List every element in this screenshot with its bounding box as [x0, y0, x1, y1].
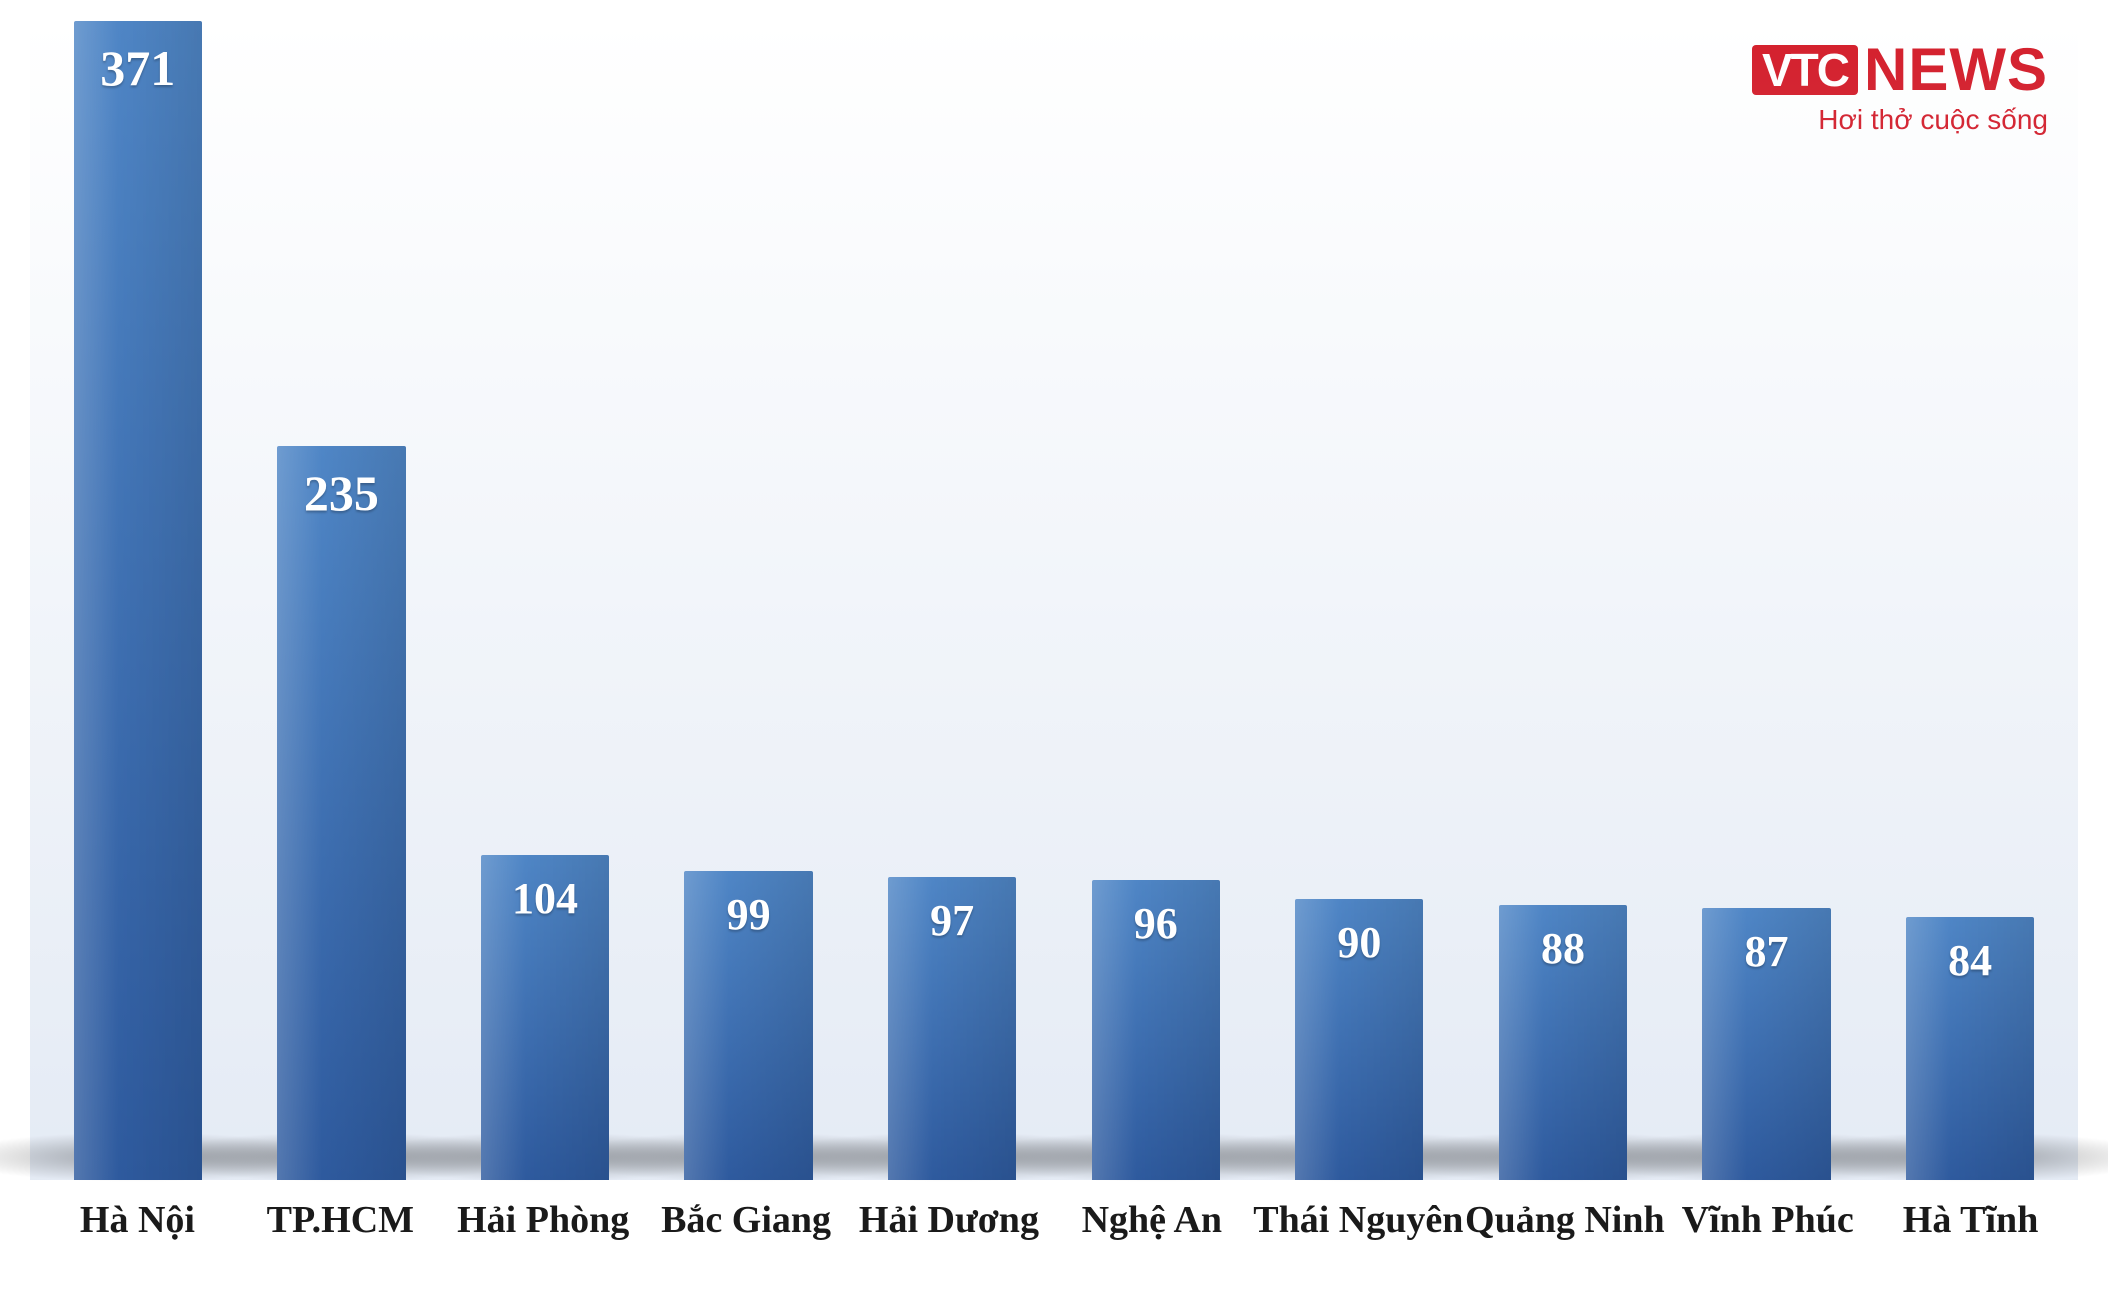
bar: 96 — [1092, 880, 1220, 1180]
bar-slot: 99 — [647, 20, 851, 1180]
bar: 84 — [1906, 917, 2034, 1180]
bar: 371 — [74, 21, 202, 1180]
chart-container: VTC NEWS Hơi thở cuộc sống 3712351049997… — [0, 0, 2108, 1302]
bar-value-label: 87 — [1702, 926, 1830, 977]
x-tick-label: Bắc Giang — [645, 1198, 848, 1242]
x-tick-label: Hà Tĩnh — [1869, 1198, 2072, 1242]
bar-value-label: 99 — [684, 889, 812, 940]
bar-value-label: 371 — [74, 39, 202, 97]
bar: 88 — [1499, 905, 1627, 1180]
bar-slot: 88 — [1461, 20, 1665, 1180]
bar-slot: 96 — [1054, 20, 1258, 1180]
bar-value-label: 84 — [1906, 935, 2034, 986]
x-axis: Hà NộiTP.HCMHải PhòngBắc GiangHải DươngN… — [30, 1180, 2078, 1242]
bar-slot: 371 — [36, 20, 240, 1180]
x-tick-label: Hà Nội — [36, 1198, 239, 1242]
x-tick-label: Quảng Ninh — [1463, 1198, 1666, 1242]
bar: 90 — [1295, 899, 1423, 1180]
bar: 97 — [888, 877, 1016, 1180]
bar-slot: 97 — [850, 20, 1054, 1180]
bar-value-label: 90 — [1295, 917, 1423, 968]
x-tick-label: Hải Phòng — [442, 1198, 645, 1242]
bar-value-label: 88 — [1499, 923, 1627, 974]
bars-group: 371 235 104 99 97 96 90 88 87 84 — [30, 20, 2078, 1180]
bar-value-label: 104 — [481, 873, 609, 924]
plot-area: 371 235 104 99 97 96 90 88 87 84 — [30, 20, 2078, 1180]
bar: 87 — [1702, 908, 1830, 1180]
bar-value-label: 235 — [277, 464, 405, 522]
x-tick-label: Nghệ An — [1050, 1198, 1253, 1242]
x-tick-label: TP.HCM — [239, 1198, 442, 1242]
x-tick-label: Hải Dương — [848, 1198, 1051, 1242]
x-tick-label: Vĩnh Phúc — [1666, 1198, 1869, 1242]
bar-slot: 235 — [240, 20, 444, 1180]
bar-value-label: 97 — [888, 895, 1016, 946]
bar-slot: 90 — [1258, 20, 1462, 1180]
bar-slot: 87 — [1665, 20, 1869, 1180]
x-tick-label: Thái Nguyên — [1253, 1198, 1463, 1242]
bar: 235 — [277, 446, 405, 1180]
bar: 104 — [481, 855, 609, 1180]
bar-slot: 84 — [1868, 20, 2072, 1180]
bar-slot: 104 — [443, 20, 647, 1180]
bar-value-label: 96 — [1092, 898, 1220, 949]
bar: 99 — [684, 871, 812, 1180]
